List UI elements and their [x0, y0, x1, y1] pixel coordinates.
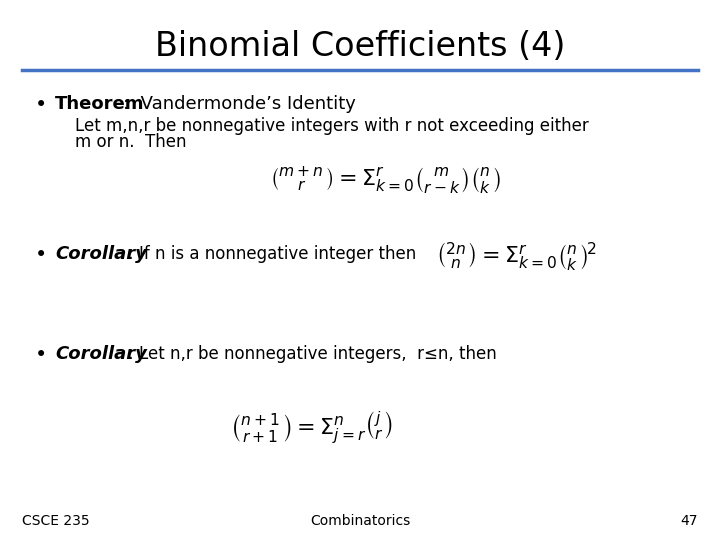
Text: Theorem: Theorem	[55, 95, 145, 113]
Text: $\binom{m+n}{r} = \Sigma_{k=0}^{r}\binom{m}{r-k}\binom{n}{k}$: $\binom{m+n}{r} = \Sigma_{k=0}^{r}\binom…	[270, 165, 501, 197]
Text: Corollary: Corollary	[55, 345, 147, 363]
Text: CSCE 235: CSCE 235	[22, 514, 89, 528]
Text: Let m,n,r be nonnegative integers with r not exceeding either: Let m,n,r be nonnegative integers with r…	[75, 117, 589, 135]
Text: Binomial Coefficients (4): Binomial Coefficients (4)	[155, 30, 565, 63]
Text: : If n is a nonnegative integer then: : If n is a nonnegative integer then	[128, 245, 416, 263]
Text: $\binom{2n}{n} = \Sigma_{k=0}^{r}\binom{n}{k}^{\!2}$: $\binom{2n}{n} = \Sigma_{k=0}^{r}\binom{…	[436, 240, 597, 273]
Text: 47: 47	[680, 514, 698, 528]
Text: •: •	[35, 245, 48, 265]
Text: :  Vandermonde’s Identity: : Vandermonde’s Identity	[123, 95, 356, 113]
Text: : Let n,r be nonnegative integers,  r≤n, then: : Let n,r be nonnegative integers, r≤n, …	[128, 345, 497, 363]
Text: $\binom{n+1}{r+1} = \Sigma_{j=r}^{n}\binom{j}{r}$: $\binom{n+1}{r+1} = \Sigma_{j=r}^{n}\bin…	[230, 410, 393, 447]
Text: •: •	[35, 95, 48, 115]
Text: Corollary: Corollary	[55, 245, 147, 263]
Text: Combinatorics: Combinatorics	[310, 514, 410, 528]
Text: m or n.  Then: m or n. Then	[75, 133, 186, 151]
Text: •: •	[35, 345, 48, 365]
